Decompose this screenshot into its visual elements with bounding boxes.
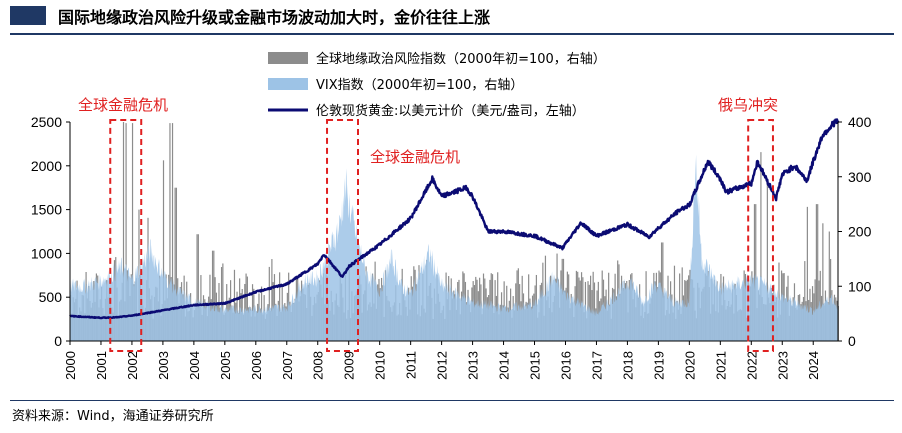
gpr-bar <box>755 204 757 341</box>
legend-label: 全球地缘政治风险指数（2000年初=100，右轴） <box>316 51 606 67</box>
gpr-bar <box>815 204 818 341</box>
gpr-bar <box>268 266 270 341</box>
chart-canvas: 0 500 1000 1500 2000 2500 0 100 200 300 400 2000 200… <box>31 51 872 380</box>
gpr-bar <box>279 272 281 341</box>
gpr-bar <box>806 206 808 341</box>
gpr-bar <box>125 123 127 341</box>
gpr-bar <box>497 272 499 341</box>
gpr-bar <box>516 270 518 341</box>
gpr-bar <box>214 277 216 341</box>
gpr-bar <box>196 234 198 341</box>
y-right-tick-label: 400 <box>848 114 872 130</box>
x-tick-label: 2024 <box>806 351 821 380</box>
x-tick-label: 2011 <box>404 351 419 379</box>
chart-title: 国际地缘政治风险升级或金融市场波动加大时，金价往往上涨 <box>58 8 491 27</box>
x-tick-label: 2001 <box>94 351 109 380</box>
x-tick-label: 2018 <box>620 351 635 380</box>
annotation-label: 全球金融危机 <box>78 96 168 114</box>
x-tick-label: 2023 <box>775 351 790 380</box>
y-left-tick-label: 1000 <box>31 245 62 261</box>
x-tick-label: 2021 <box>713 351 728 380</box>
gpr-bar <box>814 279 816 341</box>
vix-area <box>70 154 838 341</box>
gpr-bar <box>753 204 756 341</box>
gpr-bar <box>517 268 519 341</box>
gpr-bar <box>245 273 247 341</box>
legend-label: VIX指数（2000年初=100，右轴） <box>316 78 523 93</box>
y-left-tick-label: 2000 <box>31 158 62 174</box>
x-tick-label: 2020 <box>682 351 697 380</box>
gpr-bar <box>766 184 768 341</box>
x-tick-label: 2002 <box>125 351 140 380</box>
x-tick-label: 2003 <box>156 351 171 380</box>
x-tick-label: 2005 <box>218 351 233 380</box>
title-badge <box>10 6 46 25</box>
gpr-bar <box>819 270 821 341</box>
y-right-tick-label: 100 <box>848 278 872 294</box>
x-tick-label: 2006 <box>249 351 264 380</box>
x-tick-label: 2000 <box>63 351 78 380</box>
x-tick-label: 2014 <box>497 351 512 380</box>
x-tick-label: 2012 <box>435 351 450 380</box>
gpr-bar <box>822 223 824 341</box>
gpr-bar <box>590 275 592 341</box>
gpr-bar <box>131 123 134 341</box>
x-tick-label: 2007 <box>280 351 295 380</box>
gpr-bar <box>662 242 664 341</box>
gpr-bar <box>597 281 599 341</box>
annotation-box <box>747 119 774 352</box>
y-left-tick-label: 1500 <box>31 202 62 218</box>
gpr-bar <box>218 283 220 341</box>
title-divider <box>10 33 894 35</box>
legend: 全球地缘政治风险指数（2000年初=100，右轴） VIX指数（2000年初=10… <box>268 51 606 119</box>
gpr-bar <box>122 122 125 341</box>
legend-swatch-vix <box>268 78 308 90</box>
x-tick-label: 2019 <box>651 351 666 380</box>
legend-swatch-gpr <box>268 52 308 64</box>
title-bar: 国际地缘政治风险升级或金融市场波动加大时，金价往往上涨 <box>0 0 902 31</box>
gpr-bar <box>828 231 830 341</box>
gpr-bar <box>673 265 676 341</box>
legend-label: 伦敦现货黄金:以美元计价（美元/盎司，左轴） <box>316 103 585 119</box>
annotation-box <box>326 119 359 352</box>
gold-price-line <box>69 118 840 320</box>
x-tick-label: 2016 <box>558 351 573 380</box>
x-tick-label: 2015 <box>528 351 543 380</box>
x-tick-label: 2013 <box>466 351 481 380</box>
annotation-box <box>109 119 143 352</box>
gpr-bar <box>174 187 176 341</box>
gpr-bar <box>211 250 214 341</box>
gpr-bar <box>817 204 819 341</box>
x-tick-label: 2010 <box>373 351 388 380</box>
gpr-bar <box>233 269 236 341</box>
y-right-tick-label: 0 <box>848 333 856 349</box>
y-right-tick-label: 200 <box>848 224 872 240</box>
gpr-bar <box>175 187 178 341</box>
y-right-tick-label: 300 <box>848 169 872 185</box>
x-tick-label: 2022 <box>744 351 759 380</box>
annotation-label: 俄乌冲突 <box>718 96 778 114</box>
gpr-bar <box>271 259 273 341</box>
x-tick-label: 2009 <box>342 351 357 380</box>
gpr-bar <box>811 286 814 341</box>
x-tick-label: 2004 <box>187 351 202 380</box>
footer-divider <box>10 400 894 401</box>
x-tick-label: 2008 <box>311 351 326 380</box>
source-note: 资料来源：Wind，海通证券研究所 <box>12 409 214 424</box>
gpr-bar <box>804 261 806 341</box>
gpr-bar <box>246 276 248 341</box>
annotation-label: 全球金融危机 <box>370 148 460 166</box>
y-left-tick-label: 0 <box>54 333 62 349</box>
gpr-bar <box>169 123 171 341</box>
y-left-tick-label: 500 <box>39 289 63 305</box>
gpr-bar <box>592 271 594 341</box>
gpr-bar <box>162 160 165 341</box>
y-left-tick-label: 2500 <box>31 114 62 130</box>
gpr-bar <box>213 250 215 341</box>
gpr-bar <box>760 152 762 341</box>
gpr-bar <box>197 234 199 341</box>
x-tick-label: 2017 <box>589 351 604 380</box>
gpr-bar <box>171 123 174 341</box>
